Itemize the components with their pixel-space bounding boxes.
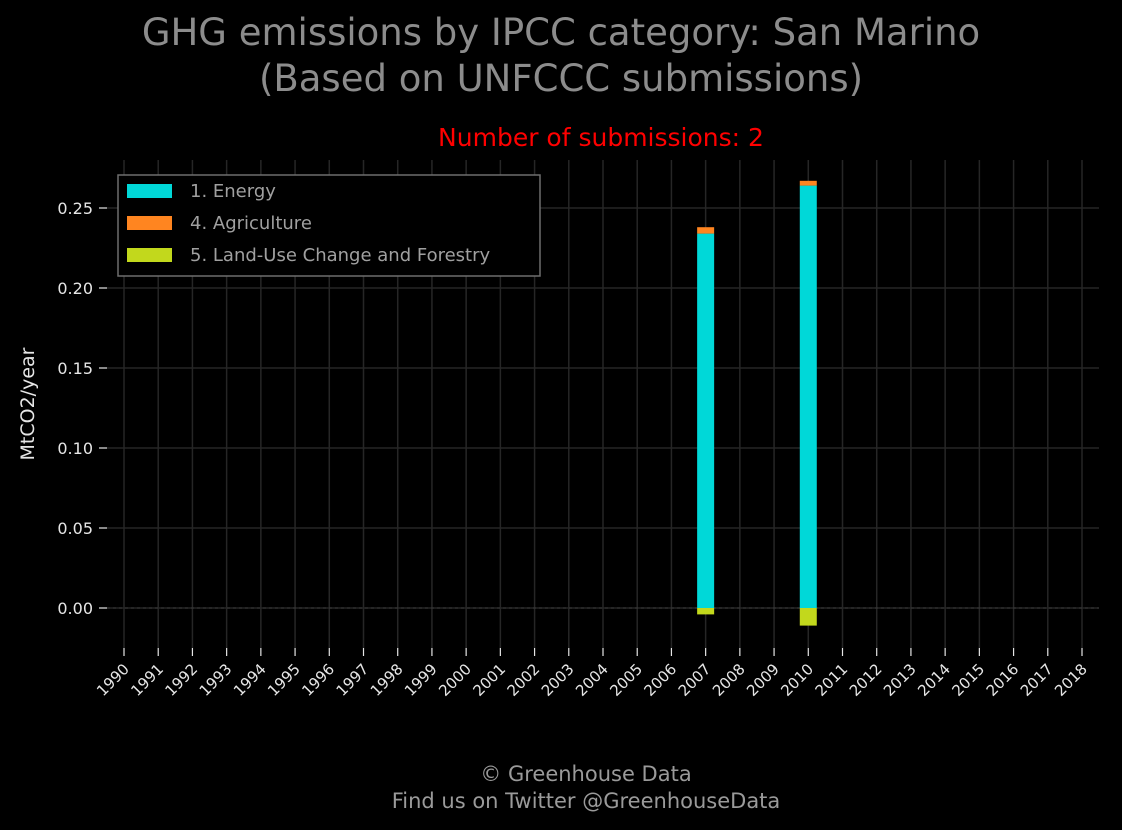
x-tick-label: 1999: [401, 660, 441, 700]
x-tick-label: 2013: [880, 660, 920, 700]
x-tick-label: 2001: [469, 660, 509, 700]
bar-5-land-use-change-and-forestry: [697, 608, 715, 615]
footer-twitter: Find us on Twitter @GreenhouseData: [391, 789, 781, 813]
bar-1-energy: [799, 185, 817, 608]
y-axis-label: MtCO2/year: [17, 347, 39, 460]
x-tick-label: 2000: [435, 660, 475, 700]
y-tick-label: 0.15: [57, 359, 93, 378]
x-tick-label: 1994: [230, 660, 270, 700]
legend-box: [117, 174, 541, 277]
legend-swatch: [127, 216, 172, 230]
x-tick-label: 1996: [298, 660, 338, 700]
x-tick-label: 1997: [333, 660, 373, 700]
bar-4-agriculture: [697, 227, 715, 234]
x-tick-label: 2006: [641, 660, 681, 700]
y-tick-label: 0.20: [57, 279, 93, 298]
x-tick-label: 2008: [709, 660, 749, 700]
legend-label: 1. Energy: [190, 181, 276, 202]
x-tick-label: 1990: [93, 660, 133, 700]
x-tick-label: 2009: [743, 660, 783, 700]
legend-swatch: [127, 184, 172, 198]
footer-copyright: © Greenhouse Data: [480, 762, 692, 786]
x-tick-label: 2002: [504, 660, 544, 700]
x-tick-label: 2003: [538, 660, 578, 700]
legend-label: 5. Land-Use Change and Forestry: [190, 245, 490, 266]
x-tick-label: 1992: [162, 660, 202, 700]
x-tick-label: 1991: [127, 660, 167, 700]
x-tick-label: 2005: [606, 660, 646, 700]
y-tick-label: 0.05: [57, 519, 93, 538]
legend-label: 4. Agriculture: [190, 213, 312, 234]
x-tick-label: 2017: [1017, 660, 1057, 700]
x-tick-label: 1995: [264, 660, 304, 700]
x-tick-label: 2018: [1051, 660, 1091, 700]
bar-1-energy: [697, 233, 715, 608]
x-tick-label: 2012: [846, 660, 886, 700]
x-tick-label: 2011: [812, 660, 852, 700]
bar-4-agriculture: [799, 180, 817, 186]
x-tick-label: 2007: [675, 660, 715, 700]
chart-title-line2: (Based on UNFCCC submissions): [258, 57, 864, 100]
x-tick-label: 2016: [983, 660, 1023, 700]
bar-5-land-use-change-and-forestry: [799, 608, 817, 626]
y-tick-label: 0.00: [57, 599, 93, 618]
chart-subtitle: Number of submissions: 2: [438, 123, 764, 152]
y-tick-label: 0.10: [57, 439, 93, 458]
x-tick-label: 2014: [914, 660, 954, 700]
x-tick-label: 2004: [572, 660, 612, 700]
legend-swatch: [127, 248, 172, 262]
x-tick-label: 2010: [777, 660, 817, 700]
y-tick-label: 0.25: [57, 199, 93, 218]
chart-title-line1: GHG emissions by IPCC category: San Mari…: [141, 11, 981, 54]
x-tick-label: 1998: [367, 660, 407, 700]
x-tick-label: 2015: [948, 660, 988, 700]
x-tick-label: 1993: [196, 660, 236, 700]
